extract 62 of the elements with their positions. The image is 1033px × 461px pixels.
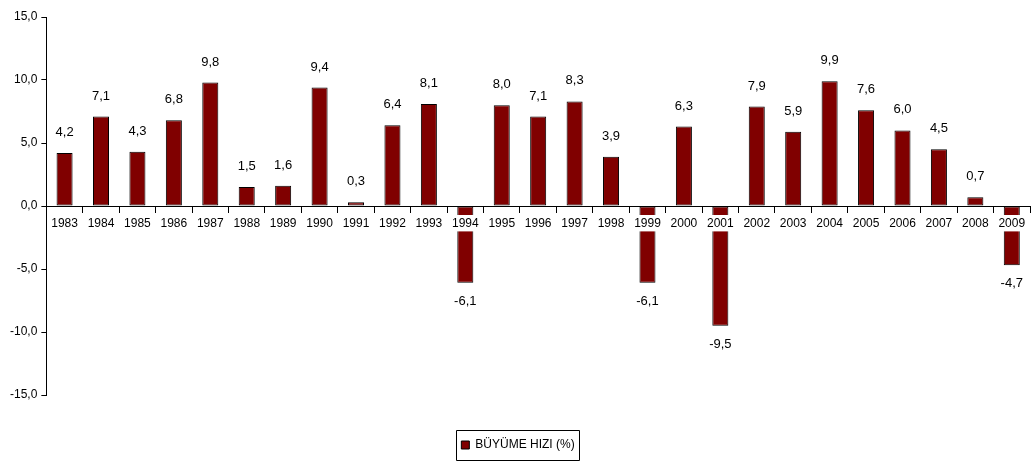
x-tick-label: 1986	[160, 215, 188, 230]
data-label: 6,3	[674, 97, 693, 113]
x-tick-label: 2009	[998, 215, 1026, 230]
x-tick-label: 1997	[561, 215, 589, 230]
data-label: 9,9	[820, 52, 839, 68]
x-tick-label: 2008	[962, 215, 990, 230]
x-tick-label: 1998	[597, 215, 625, 230]
x-tick-label: 1991	[342, 215, 370, 230]
x-tick-label: 1992	[379, 215, 407, 230]
data-label: 6,0	[893, 101, 912, 117]
y-tick-label: -15,0	[9, 387, 38, 402]
x-tick-label: 1984	[87, 215, 115, 230]
y-tick-label: -5,0	[16, 261, 38, 276]
data-label: 7,9	[747, 77, 766, 93]
x-tick-label: 2003	[779, 215, 807, 230]
data-label: -6,1	[454, 292, 477, 308]
y-tick-label: 5,0	[20, 135, 38, 150]
y-tick-label: -10,0	[9, 324, 38, 339]
data-label: 0,7	[966, 168, 985, 184]
x-tick-label: 1989	[269, 215, 297, 230]
x-tick-label: 1988	[233, 215, 261, 230]
data-label: 7,1	[91, 87, 111, 103]
x-tick-label: 1999	[634, 215, 662, 230]
data-label: 1,6	[274, 156, 293, 172]
x-tick-label: 1996	[524, 215, 552, 230]
x-tick-label: 1995	[488, 215, 516, 230]
x-tick-label: 1987	[196, 215, 224, 230]
data-label: -9,5	[709, 335, 732, 351]
data-label: 9,8	[201, 53, 220, 69]
data-label: 1,5	[237, 158, 256, 174]
data-label: 6,4	[383, 96, 402, 112]
data-label: 8,1	[419, 75, 438, 91]
data-label: 7,1	[529, 87, 548, 103]
data-label: 8,0	[492, 76, 511, 92]
x-tick-label: 2001	[706, 215, 734, 230]
x-tick-label: 1983	[51, 215, 79, 230]
x-tick-label: 2006	[889, 215, 917, 230]
x-tick-label: 1985	[124, 215, 152, 230]
data-label: 3,9	[602, 127, 621, 143]
x-tick-label: 2005	[852, 215, 880, 230]
x-tick-label: 2002	[743, 215, 771, 230]
data-label: 4,2	[55, 124, 74, 140]
data-label: 0,3	[346, 173, 366, 189]
data-label: -6,1	[636, 292, 659, 308]
y-tick-label: 0,0	[20, 198, 38, 213]
x-tick-label: 1994	[451, 215, 479, 230]
x-tick-label: 2000	[670, 215, 698, 230]
data-label: 5,9	[784, 102, 803, 118]
data-label: 9,4	[310, 58, 329, 74]
legend-label: BÜYÜME HIZI (%)	[475, 437, 575, 452]
data-label: 7,6	[857, 81, 876, 97]
x-tick-label: 1990	[306, 215, 334, 230]
data-label: 4,5	[929, 120, 948, 136]
x-tick-label: 2007	[925, 215, 953, 230]
data-label: -4,7	[1000, 275, 1023, 291]
x-tick-label: 2004	[816, 215, 844, 230]
data-label: 4,3	[128, 122, 147, 138]
data-label: 6,8	[164, 91, 183, 107]
y-tick-label: 15,0	[13, 9, 38, 24]
x-tick-label: 1993	[415, 215, 443, 230]
y-tick-label: 10,0	[13, 72, 38, 87]
data-label: 8,3	[565, 72, 584, 88]
